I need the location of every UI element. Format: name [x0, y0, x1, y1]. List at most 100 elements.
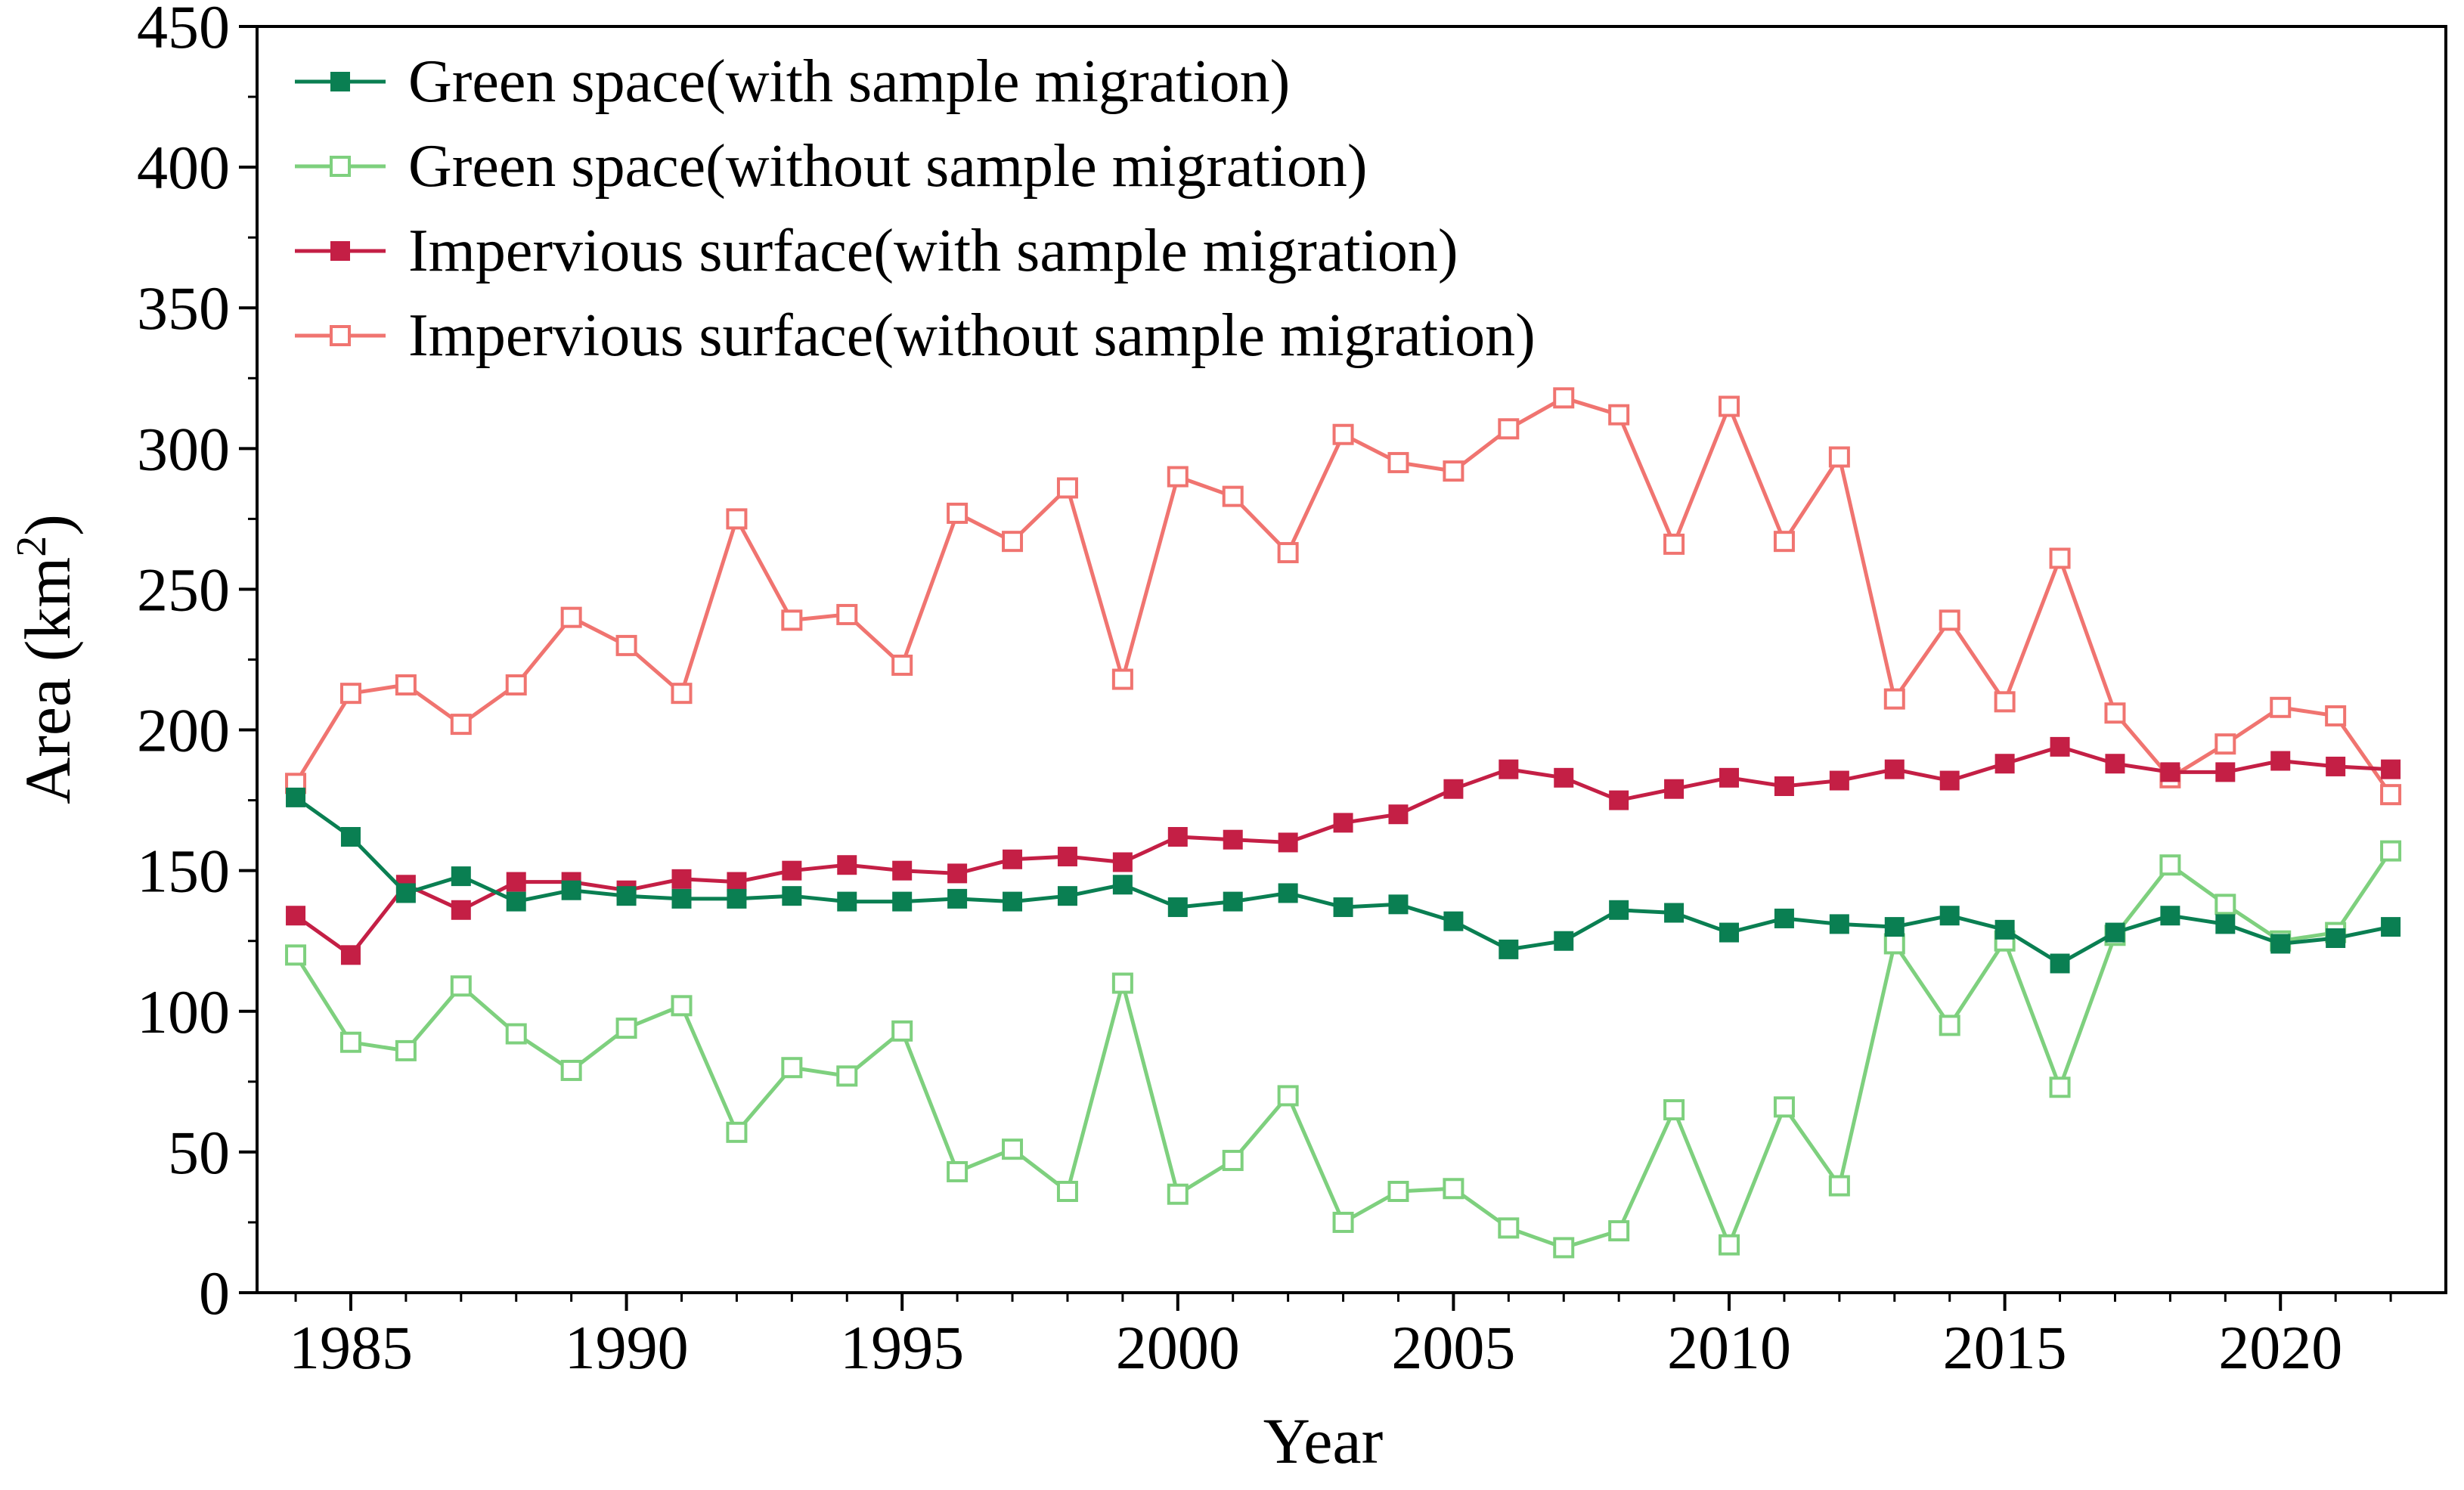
legend-item: Impervious surface(with sample migration…	[295, 218, 1458, 284]
data-point	[1664, 779, 1685, 799]
data-point	[2105, 754, 2125, 774]
data-point	[1167, 466, 1189, 488]
data-point	[505, 1023, 527, 1045]
data-point	[1829, 914, 1849, 934]
data-point	[1387, 1181, 1409, 1202]
data-point	[1609, 900, 1629, 920]
x-tick-label: 2005	[1391, 1313, 1515, 1382]
data-point	[395, 1039, 417, 1061]
y-tick-label: 100	[137, 977, 230, 1046]
data-point	[1553, 387, 1575, 409]
data-point	[1994, 754, 2015, 774]
y-tick-label: 150	[137, 837, 230, 906]
data-point	[726, 508, 748, 530]
data-point	[727, 872, 747, 892]
y-tick-label: 300	[137, 414, 230, 483]
data-point	[2215, 733, 2236, 755]
data-point	[947, 888, 968, 909]
y-axis-label-superscript: 2	[8, 536, 55, 557]
data-point	[1719, 767, 1740, 788]
x-tick-label: 2015	[1943, 1313, 2067, 1382]
data-point	[1003, 891, 1023, 912]
data-point	[560, 1059, 582, 1081]
data-point	[727, 888, 747, 909]
data-point	[1719, 1234, 1740, 1256]
series-3	[285, 387, 2402, 806]
data-point	[340, 827, 361, 847]
data-point	[1223, 829, 1243, 850]
series-2	[286, 736, 2401, 965]
data-point	[339, 1031, 361, 1053]
y-tick-label: 350	[137, 274, 230, 342]
data-point	[2160, 762, 2180, 782]
data-point	[837, 891, 857, 912]
data-point	[1277, 1085, 1299, 1107]
data-point	[1056, 1181, 1078, 1202]
x-tick-label: 2020	[2218, 1313, 2342, 1382]
data-point	[947, 1160, 969, 1182]
data-point	[1608, 1220, 1630, 1242]
data-point	[1002, 1138, 1024, 1160]
data-point	[782, 860, 802, 881]
data-point	[2050, 736, 2070, 757]
data-point	[892, 891, 913, 912]
data-point	[1554, 931, 1574, 951]
data-point	[1774, 908, 1794, 928]
data-point	[1828, 446, 1850, 468]
data-point	[1499, 939, 1519, 959]
data-point	[1884, 759, 1905, 779]
data-point	[1883, 933, 1905, 955]
data-point	[836, 603, 858, 625]
data-point	[891, 654, 913, 676]
data-point	[1994, 691, 2016, 713]
data-point	[1223, 891, 1243, 912]
data-point	[726, 1121, 748, 1143]
minor-ticks	[248, 95, 2392, 1302]
data-point	[2049, 1076, 2071, 1098]
data-point	[1664, 903, 1685, 923]
data-point	[1939, 1015, 1960, 1036]
data-point	[2326, 928, 2346, 948]
data-point	[1112, 875, 1133, 895]
data-point	[1278, 832, 1298, 853]
data-point	[1773, 531, 1795, 553]
data-point	[1057, 886, 1077, 906]
data-point	[1057, 847, 1077, 867]
legend-label: Green space(with sample migration)	[408, 48, 1290, 115]
data-point	[2325, 705, 2347, 726]
data-point	[2159, 854, 2181, 876]
x-tick-label: 2010	[1667, 1313, 1791, 1382]
data-point	[450, 714, 472, 736]
data-point	[2381, 917, 2401, 937]
data-point	[781, 1057, 803, 1079]
data-point	[2326, 756, 2346, 776]
data-point	[1111, 668, 1133, 690]
data-point	[2160, 906, 2180, 926]
data-point	[891, 1020, 913, 1042]
data-point	[1278, 883, 1298, 903]
x-tick-label: 1990	[565, 1313, 689, 1382]
data-point	[506, 891, 526, 912]
data-point	[616, 886, 637, 906]
data-point	[1277, 542, 1299, 564]
data-point	[286, 787, 306, 807]
data-point	[1388, 894, 1409, 915]
data-point	[671, 683, 693, 705]
data-point	[1498, 418, 1520, 440]
data-point	[286, 906, 306, 926]
legend-item: Green space(with sample migration)	[295, 48, 1290, 115]
data-point	[1222, 485, 1244, 507]
data-point	[2215, 914, 2236, 934]
data-point	[1498, 1217, 1520, 1239]
legend-marker	[330, 156, 351, 177]
legend-item: Green space(without sample migration)	[295, 133, 1367, 200]
legend-label: Impervious surface(without sample migrat…	[408, 302, 1536, 369]
data-point	[2105, 922, 2125, 943]
data-point	[2050, 953, 2070, 974]
data-point	[339, 683, 361, 705]
data-point	[1388, 804, 1409, 825]
data-point	[836, 1065, 858, 1087]
axis-ticks	[239, 25, 2283, 1311]
data-point	[1003, 849, 1023, 869]
data-point	[671, 888, 692, 909]
